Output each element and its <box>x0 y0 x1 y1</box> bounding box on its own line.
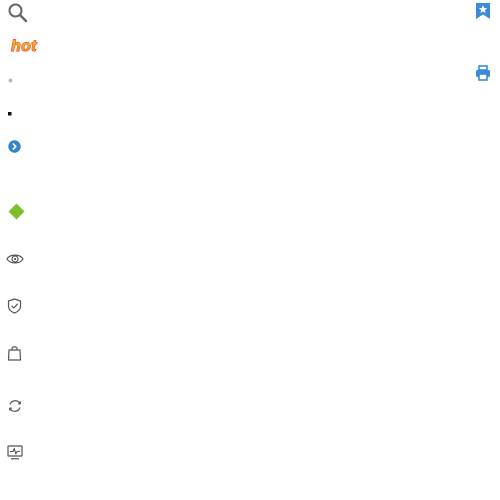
square-bullet-icon <box>8 112 12 116</box>
eye-icon[interactable] <box>6 252 24 266</box>
dot-icon <box>8 78 13 83</box>
activity-monitor-icon[interactable] <box>7 445 23 460</box>
print-icon[interactable] <box>475 65 491 81</box>
hot-badge-text: hot <box>11 38 37 55</box>
chevron-right-circle-icon[interactable] <box>8 140 21 153</box>
shield-check-icon <box>7 298 22 314</box>
diamond-icon <box>8 203 25 220</box>
bookmark-star-icon[interactable] <box>475 2 491 20</box>
shopping-bag-icon[interactable] <box>7 345 22 361</box>
refresh-icon[interactable] <box>7 398 23 414</box>
hot-badge: hot <box>10 37 40 55</box>
search-icon[interactable] <box>7 2 29 24</box>
